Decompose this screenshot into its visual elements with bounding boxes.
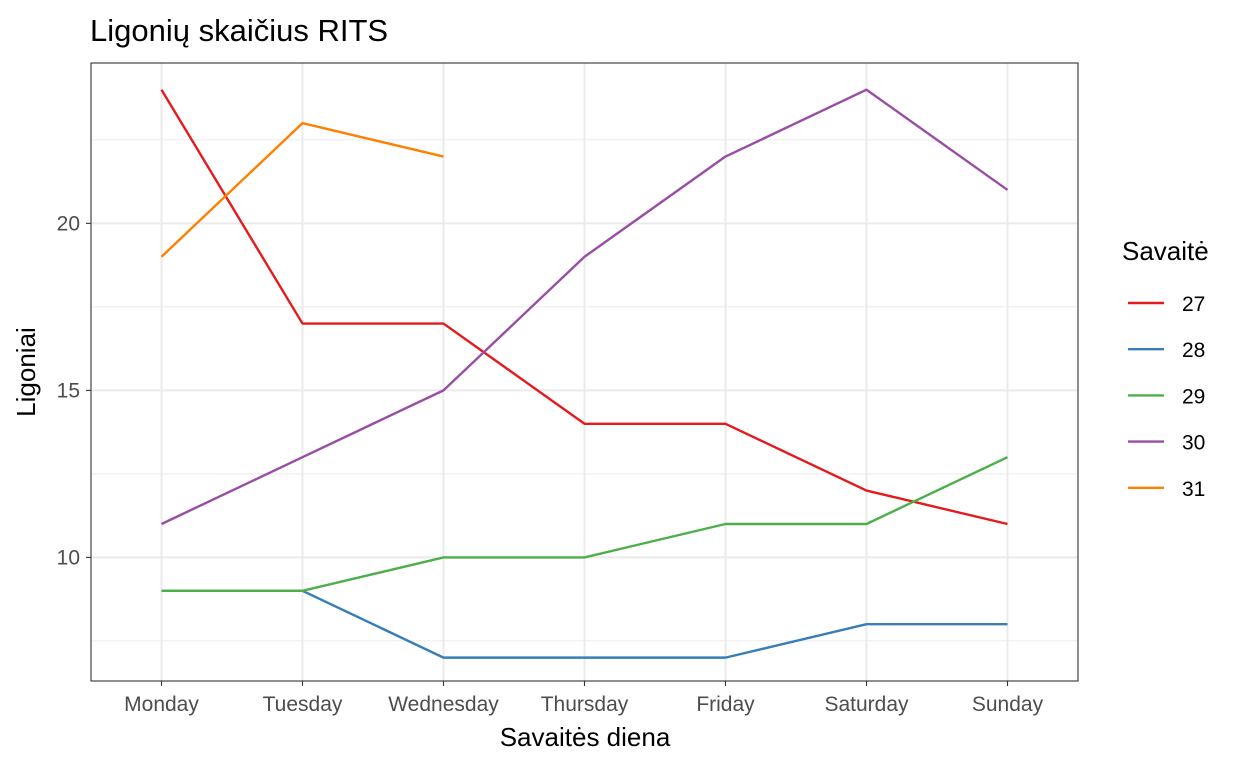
x-tick-label: Thursday [541,693,629,716]
x-axis: Monday Tuesday Wednesday Thursday Friday Satu… [124,681,1044,716]
chart-title: Ligonių skaičius RITS [90,13,388,48]
legend-label-30: 30 [1182,432,1205,455]
x-tick-label: Saturday [824,693,909,716]
legend-label-28: 28 [1182,339,1205,362]
series-line-29 [161,456,1009,593]
y-axis-title: Ligoniai [11,327,41,417]
x-tick-label: Wednesday [388,693,499,716]
series-line-30 [160,88,1009,526]
legend-title: Savaitė [1122,236,1209,266]
x-axis-title: Savaitės diena [500,722,671,752]
series-line-27 [160,89,1008,526]
series-line-31 [160,121,444,258]
y-tick-label: 10 [57,546,80,569]
y-axis: 10 15 20 [57,212,91,569]
series-lines [160,88,1009,659]
legend: Savaitė 27 28 29 30 31 [1122,236,1209,501]
y-tick-label: 15 [57,379,80,402]
x-tick-label: Monday [124,693,199,716]
legend-label-31: 31 [1182,478,1205,501]
legend-label-27: 27 [1182,293,1205,316]
grid-major [91,63,1078,681]
x-tick-label: Tuesday [263,693,343,716]
legend-label-29: 29 [1182,385,1205,408]
x-tick-label: Sunday [972,693,1044,716]
x-tick-label: Friday [696,693,755,716]
y-tick-label: 20 [57,212,80,235]
